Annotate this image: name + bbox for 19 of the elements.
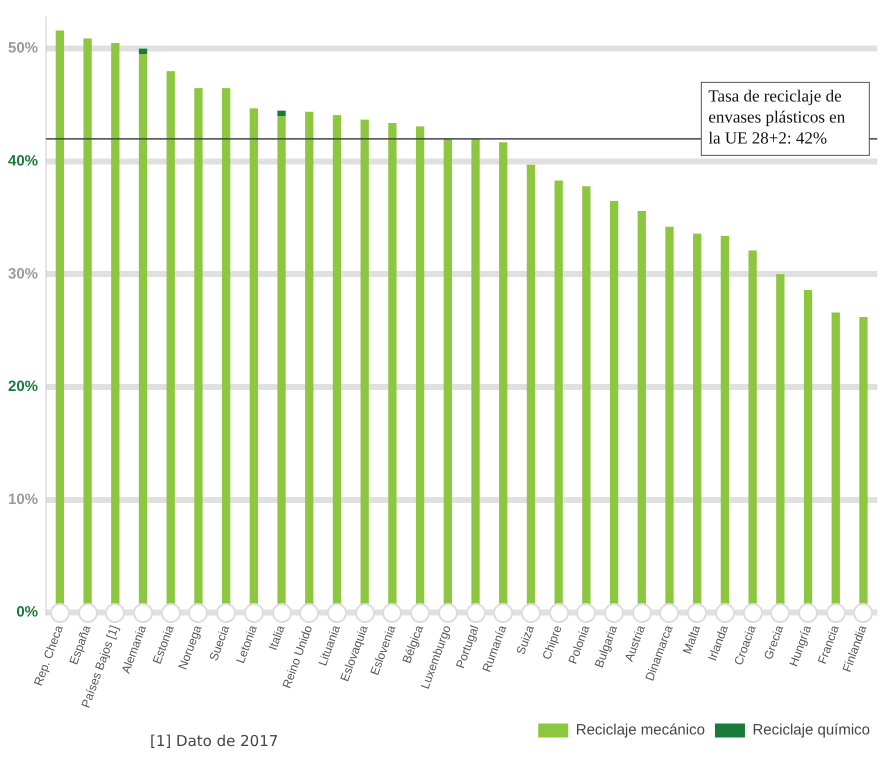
y-tick-label: 40% bbox=[8, 152, 38, 170]
x-tick-label: Grecia bbox=[761, 623, 786, 662]
y-tick-label: 10% bbox=[8, 490, 38, 508]
x-tick-label: Malta bbox=[680, 623, 704, 656]
y-tick-label: 30% bbox=[8, 265, 38, 282]
x-tick-label: Suiza bbox=[513, 623, 537, 656]
x-tick-label: Rep. Checa bbox=[31, 623, 66, 688]
y-tick-label: 20% bbox=[8, 378, 38, 396]
x-tick-label: Italia bbox=[266, 623, 288, 652]
legend-label: Reciclaje mecánico bbox=[576, 722, 705, 739]
legend-label: Reciclaje químico bbox=[752, 722, 870, 739]
ref-line-label: Tasa de reciclaje de envases plásticos en la UE 28+2: 42% bbox=[708, 86, 846, 148]
text: [1] Dato de 2017 bbox=[150, 732, 278, 750]
x-tick-label: Chipre bbox=[539, 623, 565, 662]
x-tick-label: Suecia bbox=[206, 623, 232, 663]
x-tick-label: Irlanda bbox=[705, 623, 731, 663]
y-tick-label: 0% bbox=[16, 604, 38, 621]
x-tick-label: Austria bbox=[622, 623, 648, 664]
y-tick-label: 50% bbox=[8, 40, 38, 57]
